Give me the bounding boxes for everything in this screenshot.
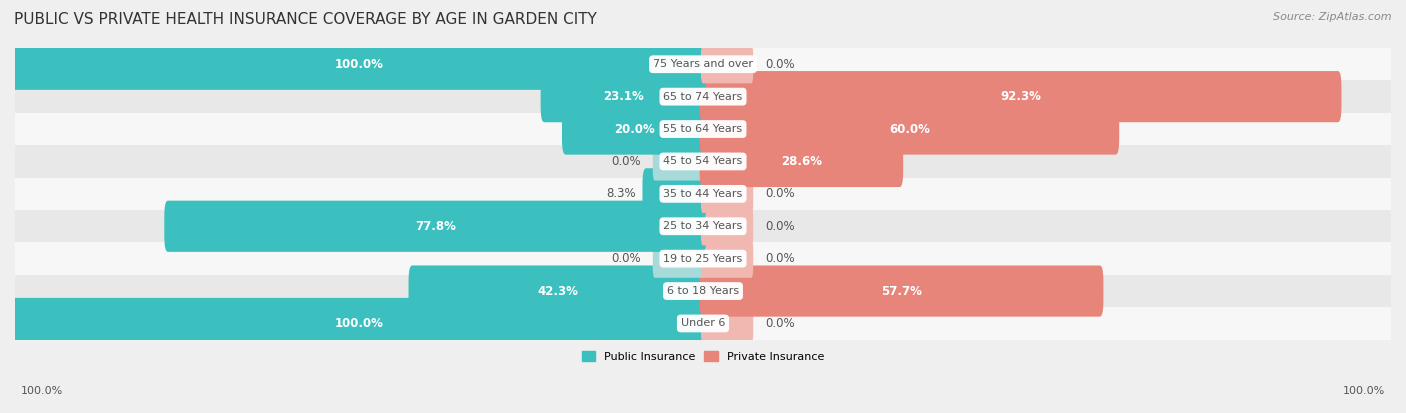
Text: 75 Years and over: 75 Years and over xyxy=(652,59,754,69)
Bar xyxy=(15,275,1391,307)
Text: 100.0%: 100.0% xyxy=(21,387,63,396)
FancyBboxPatch shape xyxy=(702,304,754,342)
Text: 100.0%: 100.0% xyxy=(335,317,384,330)
FancyBboxPatch shape xyxy=(702,45,754,83)
FancyBboxPatch shape xyxy=(700,266,1104,317)
FancyBboxPatch shape xyxy=(409,266,706,317)
Text: 60.0%: 60.0% xyxy=(889,123,929,135)
FancyBboxPatch shape xyxy=(702,207,754,245)
Text: 42.3%: 42.3% xyxy=(537,285,578,297)
FancyBboxPatch shape xyxy=(700,103,1119,154)
Text: Source: ZipAtlas.com: Source: ZipAtlas.com xyxy=(1274,12,1392,22)
Text: 0.0%: 0.0% xyxy=(612,252,641,265)
Text: 92.3%: 92.3% xyxy=(1000,90,1040,103)
Text: 100.0%: 100.0% xyxy=(335,58,384,71)
Text: 25 to 34 Years: 25 to 34 Years xyxy=(664,221,742,231)
Text: 0.0%: 0.0% xyxy=(765,252,794,265)
FancyBboxPatch shape xyxy=(702,175,754,213)
Text: 45 to 54 Years: 45 to 54 Years xyxy=(664,157,742,166)
FancyBboxPatch shape xyxy=(11,298,706,349)
FancyBboxPatch shape xyxy=(700,71,1341,122)
Text: 55 to 64 Years: 55 to 64 Years xyxy=(664,124,742,134)
Text: 6 to 18 Years: 6 to 18 Years xyxy=(666,286,740,296)
Bar xyxy=(15,81,1391,113)
Text: 8.3%: 8.3% xyxy=(606,188,636,200)
Text: 19 to 25 Years: 19 to 25 Years xyxy=(664,254,742,263)
Bar xyxy=(15,48,1391,81)
Text: 77.8%: 77.8% xyxy=(415,220,456,233)
Text: 65 to 74 Years: 65 to 74 Years xyxy=(664,92,742,102)
Text: 0.0%: 0.0% xyxy=(765,220,794,233)
FancyBboxPatch shape xyxy=(702,240,754,278)
Text: 20.0%: 20.0% xyxy=(614,123,655,135)
Bar xyxy=(15,307,1391,339)
Bar xyxy=(15,242,1391,275)
Text: 0.0%: 0.0% xyxy=(765,188,794,200)
FancyBboxPatch shape xyxy=(541,71,706,122)
Legend: Public Insurance, Private Insurance: Public Insurance, Private Insurance xyxy=(578,347,828,366)
Text: 0.0%: 0.0% xyxy=(612,155,641,168)
Text: 28.6%: 28.6% xyxy=(780,155,823,168)
FancyBboxPatch shape xyxy=(11,39,706,90)
Text: 100.0%: 100.0% xyxy=(1343,387,1385,396)
Text: 23.1%: 23.1% xyxy=(603,90,644,103)
Text: 0.0%: 0.0% xyxy=(765,58,794,71)
Text: 35 to 44 Years: 35 to 44 Years xyxy=(664,189,742,199)
FancyBboxPatch shape xyxy=(165,201,706,252)
Text: 57.7%: 57.7% xyxy=(882,285,922,297)
Text: PUBLIC VS PRIVATE HEALTH INSURANCE COVERAGE BY AGE IN GARDEN CITY: PUBLIC VS PRIVATE HEALTH INSURANCE COVER… xyxy=(14,12,598,27)
Text: Under 6: Under 6 xyxy=(681,318,725,328)
FancyBboxPatch shape xyxy=(643,168,706,219)
Bar xyxy=(15,178,1391,210)
Bar xyxy=(15,145,1391,178)
FancyBboxPatch shape xyxy=(652,142,704,180)
Bar xyxy=(15,210,1391,242)
Bar xyxy=(15,113,1391,145)
FancyBboxPatch shape xyxy=(700,136,903,187)
FancyBboxPatch shape xyxy=(652,240,704,278)
Text: 0.0%: 0.0% xyxy=(765,317,794,330)
FancyBboxPatch shape xyxy=(562,103,706,154)
